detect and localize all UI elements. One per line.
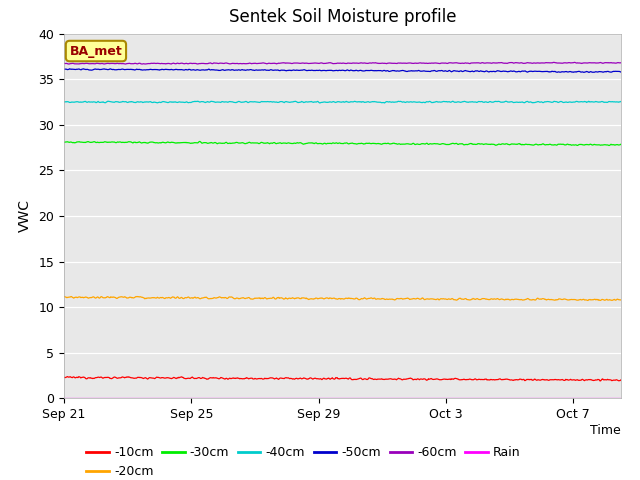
-50cm bbox=[95, 66, 102, 72]
-30cm bbox=[617, 142, 625, 147]
-10cm bbox=[415, 377, 423, 383]
Text: BA_met: BA_met bbox=[70, 45, 122, 58]
-50cm bbox=[399, 68, 406, 73]
-50cm bbox=[585, 70, 593, 75]
-10cm bbox=[617, 377, 625, 383]
Rain bbox=[617, 395, 625, 401]
-30cm bbox=[196, 139, 204, 144]
-30cm bbox=[94, 140, 102, 145]
-40cm bbox=[541, 99, 548, 105]
Line: -60cm: -60cm bbox=[64, 62, 621, 64]
-30cm bbox=[605, 143, 612, 148]
Text: Time: Time bbox=[590, 424, 621, 437]
Line: -10cm: -10cm bbox=[64, 377, 621, 381]
-60cm bbox=[60, 60, 68, 66]
-40cm bbox=[617, 99, 625, 105]
-10cm bbox=[95, 374, 102, 380]
-50cm bbox=[617, 69, 625, 75]
-60cm bbox=[415, 60, 423, 66]
-40cm bbox=[60, 99, 68, 105]
-20cm bbox=[584, 298, 592, 303]
-20cm bbox=[133, 294, 141, 300]
-50cm bbox=[66, 66, 74, 72]
-60cm bbox=[94, 60, 102, 66]
-40cm bbox=[194, 98, 202, 104]
Rain bbox=[398, 395, 406, 401]
-60cm bbox=[384, 60, 392, 66]
-40cm bbox=[385, 99, 392, 105]
-40cm bbox=[94, 98, 102, 104]
-30cm bbox=[399, 141, 406, 147]
-20cm bbox=[384, 297, 392, 302]
Line: -30cm: -30cm bbox=[64, 142, 621, 145]
Line: -40cm: -40cm bbox=[64, 101, 621, 103]
-20cm bbox=[60, 294, 68, 300]
-60cm bbox=[399, 60, 406, 66]
Rain bbox=[94, 395, 102, 401]
Y-axis label: VWC: VWC bbox=[17, 200, 31, 232]
Line: -20cm: -20cm bbox=[64, 297, 621, 300]
-10cm bbox=[483, 377, 491, 383]
-50cm bbox=[540, 69, 548, 74]
-50cm bbox=[415, 68, 423, 73]
-20cm bbox=[415, 296, 423, 302]
-50cm bbox=[60, 66, 68, 72]
-10cm bbox=[384, 376, 392, 382]
Rain bbox=[60, 395, 68, 401]
-10cm bbox=[399, 377, 406, 383]
-30cm bbox=[415, 142, 423, 147]
Legend: -10cm, -20cm, -30cm, -40cm, -50cm, -60cm, Rain: -10cm, -20cm, -30cm, -40cm, -50cm, -60cm… bbox=[81, 441, 525, 480]
-10cm bbox=[540, 377, 548, 383]
-40cm bbox=[316, 100, 324, 106]
-30cm bbox=[60, 139, 68, 145]
-10cm bbox=[596, 378, 604, 384]
-40cm bbox=[399, 99, 407, 105]
-20cm bbox=[94, 294, 102, 300]
-50cm bbox=[483, 68, 491, 74]
-30cm bbox=[483, 141, 491, 147]
-20cm bbox=[483, 297, 491, 302]
Rain bbox=[383, 395, 391, 401]
-20cm bbox=[399, 296, 406, 302]
-60cm bbox=[617, 60, 625, 66]
-10cm bbox=[63, 374, 71, 380]
-50cm bbox=[384, 68, 392, 74]
Rain bbox=[483, 395, 490, 401]
-10cm bbox=[60, 374, 68, 380]
Rain bbox=[540, 395, 547, 401]
-40cm bbox=[484, 99, 492, 105]
-40cm bbox=[416, 99, 424, 105]
-60cm bbox=[540, 60, 548, 66]
Line: -50cm: -50cm bbox=[64, 69, 621, 72]
-20cm bbox=[540, 296, 548, 302]
-60cm bbox=[138, 61, 146, 67]
-30cm bbox=[384, 140, 392, 146]
-30cm bbox=[540, 142, 548, 147]
Rain bbox=[415, 395, 422, 401]
Title: Sentek Soil Moisture profile: Sentek Soil Moisture profile bbox=[228, 9, 456, 26]
-60cm bbox=[571, 60, 579, 65]
-20cm bbox=[617, 297, 625, 303]
-60cm bbox=[483, 60, 491, 66]
